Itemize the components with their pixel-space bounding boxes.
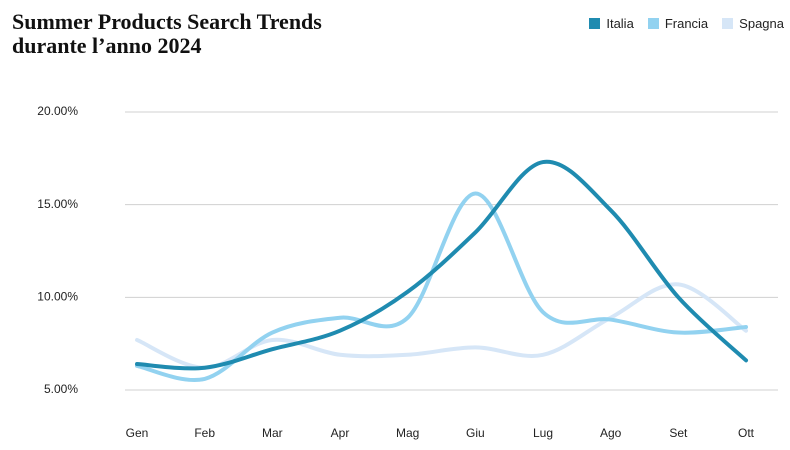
legend-swatch [722, 18, 734, 29]
legend-swatch [589, 18, 601, 29]
series-line [135, 159, 748, 371]
x-tick-label: Feb [194, 426, 215, 440]
legend-swatch [647, 18, 659, 29]
legend: Italia Francia Spagna [589, 16, 784, 31]
x-tick-label: Mar [262, 426, 283, 440]
x-tick-label: Lug [533, 426, 553, 440]
legend-label: Francia [664, 16, 709, 31]
legend-label: Italia [606, 16, 634, 31]
x-tick-label: Giu [466, 426, 485, 440]
series-line [135, 282, 748, 370]
y-tick-label: 20.00% [37, 104, 78, 118]
y-tick-label: 15.00% [37, 197, 78, 211]
series-line [135, 191, 748, 382]
x-tick-label: Gen [126, 426, 149, 440]
legend-item: Spagna [722, 16, 784, 31]
legend-label: Spagna [739, 16, 784, 31]
x-tick-label: Ott [738, 426, 755, 440]
legend-item: Italia [589, 16, 634, 31]
x-tick-label: Ago [600, 426, 622, 440]
chart-title: Summer Products Search Trends durante l’… [12, 9, 322, 58]
legend-item: Francia [647, 16, 709, 31]
x-tick-label: Mag [396, 426, 419, 440]
y-tick-label: 5.00% [44, 382, 78, 396]
y-tick-label: 10.00% [37, 290, 78, 304]
x-tick-label: Apr [331, 426, 350, 440]
x-tick-label: Set [669, 426, 688, 440]
